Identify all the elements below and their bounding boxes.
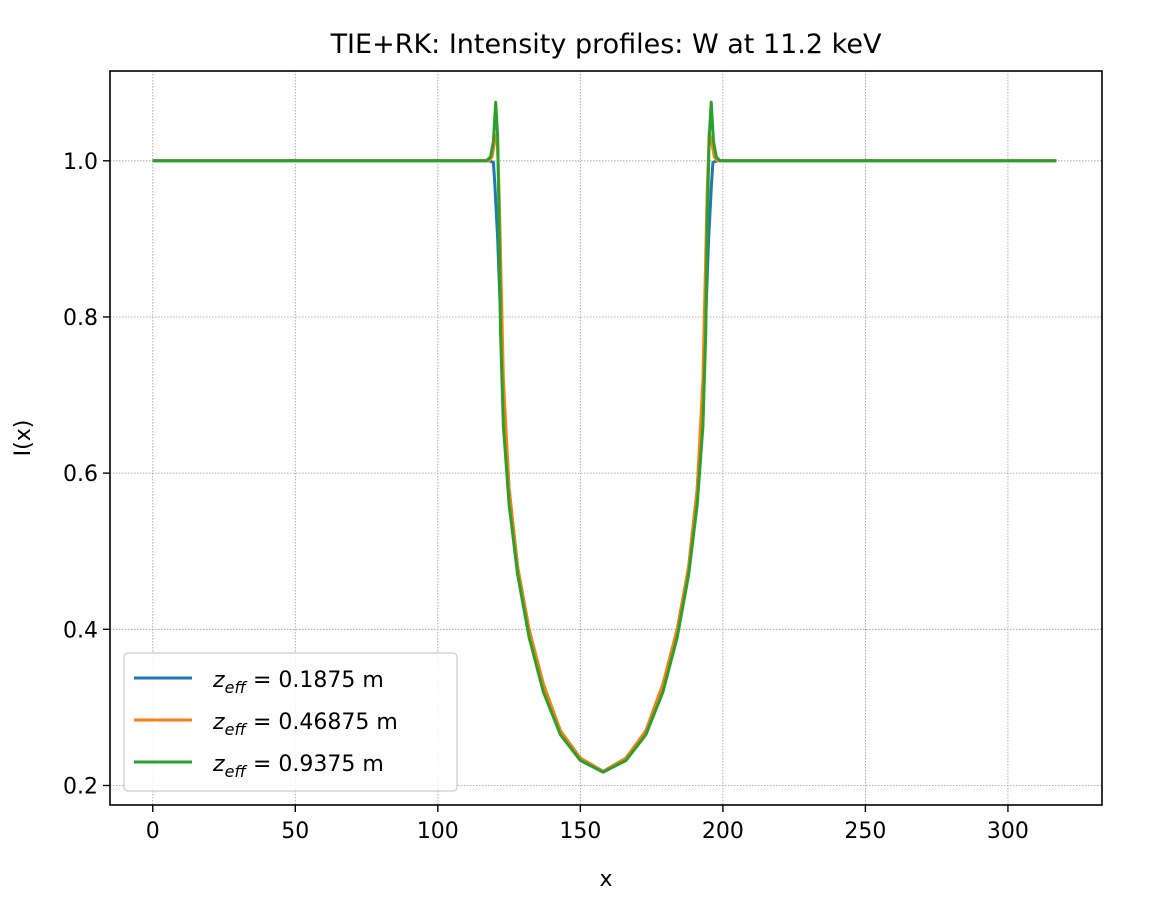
x-tick-label: 300 bbox=[987, 819, 1029, 844]
x-tick-label: 0 bbox=[146, 819, 160, 844]
plot-area bbox=[152, 100, 1057, 774]
legend: zeff = 0.1875 m zeff = 0.46875 m zeff = 0.… bbox=[123, 652, 458, 792]
y-tick-label: 0.8 bbox=[63, 306, 98, 331]
y-tick-label: 1.0 bbox=[63, 150, 98, 175]
legend-box bbox=[123, 652, 458, 792]
y-axis-ticks: 0.2 0.4 0.6 0.8 1.0 bbox=[63, 150, 110, 799]
x-axis-label: x bbox=[599, 867, 612, 892]
x-axis-ticks: 0 50 100 150 200 250 300 bbox=[146, 805, 1029, 844]
series-line-3 bbox=[152, 100, 1057, 774]
x-tick-label: 50 bbox=[281, 819, 309, 844]
y-tick-label: 0.2 bbox=[63, 774, 98, 799]
x-tick-label: 150 bbox=[559, 819, 601, 844]
chart-title: TIE+RK: Intensity profiles: W at 11.2 ke… bbox=[330, 29, 882, 60]
series-lines bbox=[152, 100, 1057, 774]
legend-entry-label: zeff = 0.9375 m bbox=[212, 752, 384, 781]
legend-entry-label: zeff = 0.46875 m bbox=[212, 710, 398, 739]
y-tick-label: 0.6 bbox=[63, 462, 98, 487]
y-tick-label: 0.4 bbox=[63, 618, 98, 643]
x-tick-label: 250 bbox=[844, 819, 886, 844]
legend-entry-label: zeff = 0.1875 m bbox=[212, 668, 384, 697]
axes-frame bbox=[109, 70, 1103, 806]
x-tick-label: 100 bbox=[417, 819, 459, 844]
x-tick-label: 200 bbox=[702, 819, 744, 844]
y-axis-label: I(x) bbox=[11, 420, 36, 457]
